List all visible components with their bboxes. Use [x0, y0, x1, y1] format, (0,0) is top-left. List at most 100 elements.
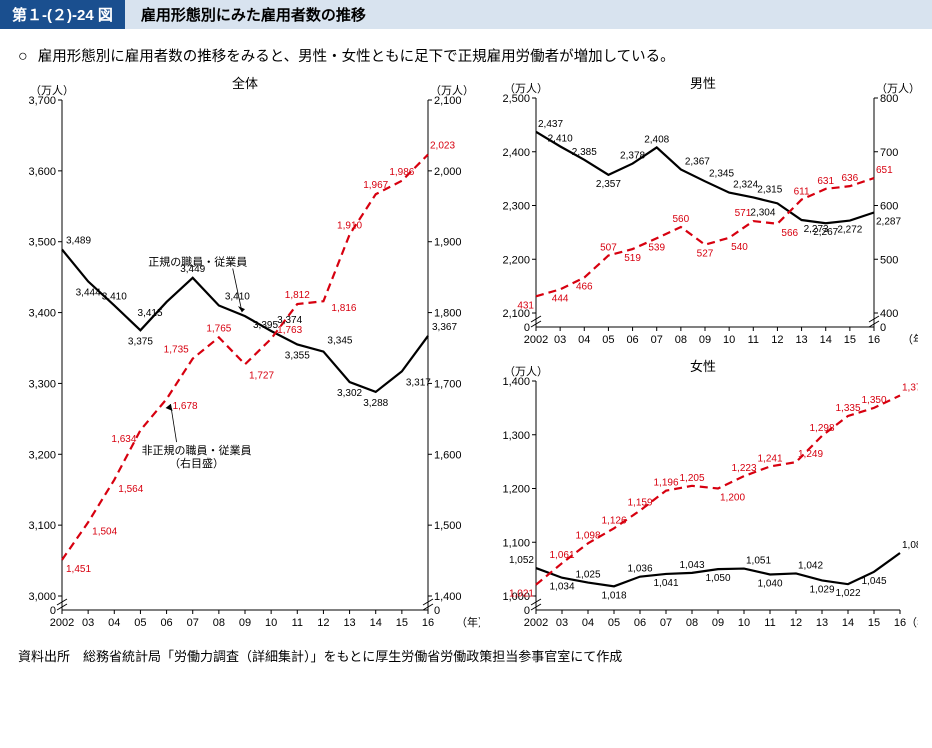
svg-text:2,378: 2,378	[620, 151, 645, 162]
svg-text:0: 0	[524, 605, 530, 617]
svg-text:14: 14	[370, 617, 382, 629]
svg-text:3,288: 3,288	[363, 398, 388, 409]
svg-text:1,400: 1,400	[434, 591, 462, 603]
svg-text:1,025: 1,025	[575, 570, 600, 581]
svg-text:400: 400	[880, 308, 898, 320]
svg-text:1,080: 1,080	[902, 540, 918, 551]
svg-text:636: 636	[842, 173, 859, 184]
subtitle: ○ 雇用形態別に雇用者数の推移をみると、男性・女性ともに足下で正規雇用労働者が増…	[0, 39, 932, 76]
svg-text:11: 11	[292, 617, 303, 629]
svg-text:03: 03	[556, 617, 568, 629]
svg-text:2002: 2002	[50, 617, 74, 629]
svg-text:3,367: 3,367	[432, 322, 457, 333]
svg-text:1,763: 1,763	[277, 325, 302, 336]
svg-text:1,052: 1,052	[509, 555, 534, 566]
svg-text:07: 07	[187, 617, 199, 629]
svg-text:2,345: 2,345	[709, 168, 734, 179]
svg-text:08: 08	[213, 617, 225, 629]
svg-text:651: 651	[876, 165, 893, 176]
svg-text:05: 05	[608, 617, 620, 629]
svg-text:13: 13	[795, 334, 807, 346]
svg-text:1,018: 1,018	[601, 590, 626, 601]
svg-text:1,451: 1,451	[66, 564, 91, 575]
svg-text:1,050: 1,050	[705, 573, 730, 584]
svg-text:700: 700	[880, 147, 898, 159]
title-bar: 第１-(２)-24 図 雇用形態別にみた雇用者数の推移	[0, 0, 932, 29]
svg-text:1,335: 1,335	[835, 403, 860, 414]
svg-text:3,100: 3,100	[28, 520, 56, 532]
svg-text:3,300: 3,300	[28, 378, 56, 390]
svg-text:（年）: （年）	[902, 332, 918, 346]
chart-male: 男性（万人）（万人）2,1002,2002,3002,4002,50004005…	[488, 76, 918, 351]
svg-text:1,298: 1,298	[809, 423, 834, 434]
svg-text:3,302: 3,302	[337, 388, 362, 399]
charts-area: 全体（万人）（万人）3,0003,1003,2003,3003,4003,500…	[0, 76, 932, 636]
svg-text:1,735: 1,735	[164, 345, 189, 356]
svg-text:431: 431	[517, 300, 534, 311]
svg-text:2,000: 2,000	[434, 166, 462, 178]
svg-text:611: 611	[794, 187, 810, 198]
svg-text:（右目盛）: （右目盛）	[169, 456, 224, 470]
svg-text:1,061: 1,061	[549, 550, 574, 561]
svg-text:04: 04	[582, 617, 594, 629]
svg-text:1,223: 1,223	[731, 463, 756, 474]
svg-text:10: 10	[723, 334, 735, 346]
figure-title: 雇用形態別にみた雇用者数の推移	[125, 0, 932, 29]
svg-text:519: 519	[624, 253, 641, 264]
svg-text:0: 0	[50, 605, 56, 617]
svg-text:466: 466	[576, 282, 593, 293]
svg-text:1,034: 1,034	[549, 582, 574, 593]
svg-text:03: 03	[554, 334, 566, 346]
svg-text:2,272: 2,272	[837, 225, 862, 236]
svg-text:05: 05	[134, 617, 146, 629]
svg-text:3,375: 3,375	[128, 336, 153, 347]
svg-text:2,410: 2,410	[548, 133, 573, 144]
svg-text:1,967: 1,967	[363, 180, 388, 191]
svg-text:14: 14	[820, 334, 832, 346]
source-footnote: 資料出所 総務省統計局「労働力調査（詳細集計）」をもとに厚生労働省労働政策担当参…	[0, 636, 932, 675]
svg-text:1,400: 1,400	[502, 376, 530, 388]
svg-text:3,400: 3,400	[28, 308, 56, 320]
svg-text:06: 06	[160, 617, 172, 629]
svg-text:3,700: 3,700	[28, 95, 56, 107]
svg-text:1,800: 1,800	[434, 308, 462, 320]
svg-text:正規の職員・従業員: 正規の職員・従業員	[148, 254, 247, 268]
svg-text:1,986: 1,986	[389, 167, 414, 178]
svg-text:08: 08	[686, 617, 698, 629]
svg-text:04: 04	[578, 334, 590, 346]
chart-female-wrap: 女性（万人）1,0001,1001,2001,3001,400020020304…	[488, 359, 918, 634]
svg-text:1,022: 1,022	[835, 588, 860, 599]
svg-text:2,100: 2,100	[434, 95, 462, 107]
svg-text:16: 16	[894, 617, 906, 629]
svg-text:3,489: 3,489	[66, 236, 91, 247]
svg-text:1,350: 1,350	[861, 395, 886, 406]
svg-text:2,500: 2,500	[502, 93, 530, 105]
svg-text:1,300: 1,300	[502, 430, 530, 442]
svg-text:500: 500	[880, 254, 898, 266]
svg-text:2,367: 2,367	[685, 156, 710, 167]
svg-text:13: 13	[343, 617, 355, 629]
svg-text:11: 11	[748, 334, 759, 346]
svg-text:1,765: 1,765	[206, 323, 231, 334]
svg-text:12: 12	[317, 617, 329, 629]
svg-text:12: 12	[790, 617, 802, 629]
svg-text:540: 540	[731, 242, 748, 253]
svg-text:1,727: 1,727	[249, 370, 274, 381]
svg-text:1,041: 1,041	[653, 578, 678, 589]
svg-text:1,036: 1,036	[627, 564, 652, 575]
svg-text:1,205: 1,205	[679, 473, 704, 484]
svg-text:15: 15	[396, 617, 408, 629]
svg-text:1,196: 1,196	[653, 478, 678, 489]
svg-text:2,300: 2,300	[502, 201, 530, 213]
svg-text:1,500: 1,500	[434, 520, 462, 532]
svg-text:2,287: 2,287	[876, 216, 901, 227]
svg-text:10: 10	[738, 617, 750, 629]
svg-text:3,444: 3,444	[76, 287, 101, 298]
chart-female: 女性（万人）1,0001,1001,2001,3001,400020020304…	[488, 359, 918, 634]
svg-text:1,249: 1,249	[798, 449, 823, 460]
svg-text:1,200: 1,200	[720, 493, 745, 504]
svg-text:15: 15	[844, 334, 856, 346]
svg-text:2,200: 2,200	[502, 254, 530, 266]
svg-text:1,159: 1,159	[627, 498, 652, 509]
svg-text:（年）: （年）	[906, 615, 918, 629]
